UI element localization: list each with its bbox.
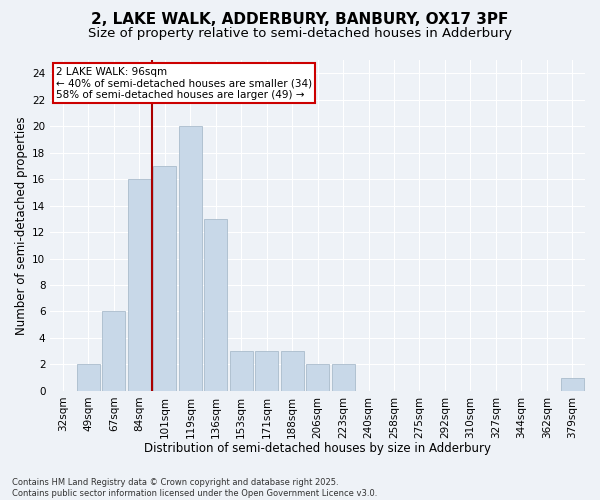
Bar xyxy=(154,166,176,391)
Bar xyxy=(179,126,202,391)
Text: 2 LAKE WALK: 96sqm
← 40% of semi-detached houses are smaller (34)
58% of semi-de: 2 LAKE WALK: 96sqm ← 40% of semi-detache… xyxy=(56,66,312,100)
Bar xyxy=(281,351,304,391)
Text: Contains HM Land Registry data © Crown copyright and database right 2025.
Contai: Contains HM Land Registry data © Crown c… xyxy=(12,478,377,498)
Bar xyxy=(306,364,329,391)
Text: 2, LAKE WALK, ADDERBURY, BANBURY, OX17 3PF: 2, LAKE WALK, ADDERBURY, BANBURY, OX17 3… xyxy=(91,12,509,28)
Text: Size of property relative to semi-detached houses in Adderbury: Size of property relative to semi-detach… xyxy=(88,28,512,40)
Bar xyxy=(77,364,100,391)
Bar xyxy=(103,312,125,391)
Bar xyxy=(561,378,584,391)
Bar xyxy=(230,351,253,391)
Bar xyxy=(255,351,278,391)
Bar xyxy=(128,179,151,391)
Bar xyxy=(332,364,355,391)
Bar xyxy=(205,219,227,391)
Y-axis label: Number of semi-detached properties: Number of semi-detached properties xyxy=(15,116,28,334)
X-axis label: Distribution of semi-detached houses by size in Adderbury: Distribution of semi-detached houses by … xyxy=(144,442,491,455)
